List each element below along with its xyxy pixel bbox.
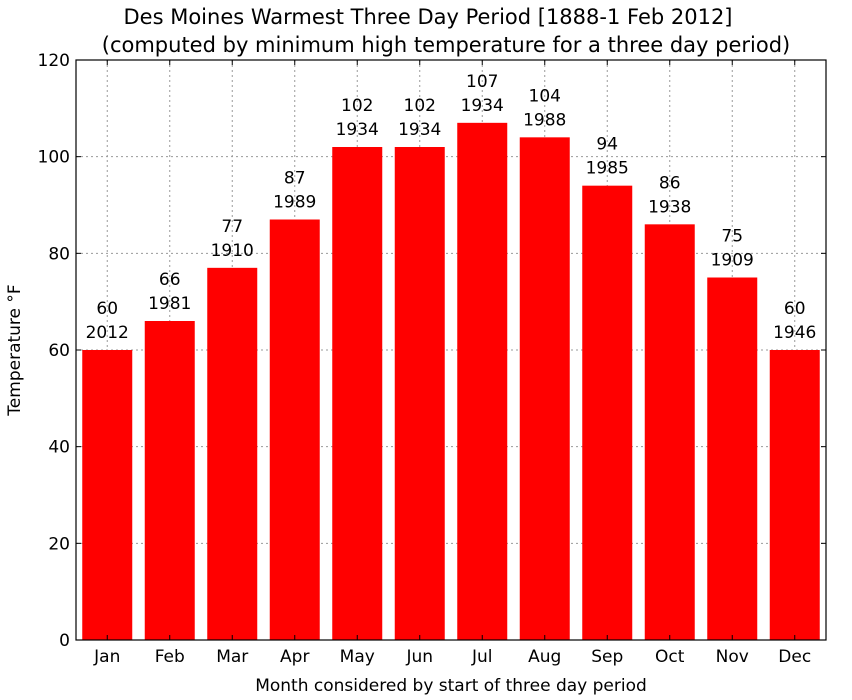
- bar-value-label: 87: [284, 169, 306, 189]
- x-tick-label: Feb: [155, 647, 185, 667]
- bar-year-label: 1988: [523, 110, 566, 130]
- bar-value-label: 107: [466, 72, 498, 92]
- bar-year-label: 1981: [148, 294, 191, 314]
- x-tick-label: Sep: [591, 647, 623, 667]
- x-tick-label: May: [340, 647, 375, 667]
- y-tick-label: 20: [48, 534, 70, 554]
- x-tick-label: Mar: [216, 647, 248, 667]
- bar-aug: [519, 137, 570, 641]
- x-tick-label: Aug: [528, 647, 561, 667]
- bar-may: [332, 147, 383, 640]
- x-tick-label: Dec: [778, 647, 811, 667]
- x-tick-label: Jan: [93, 647, 120, 667]
- x-tick-label: Nov: [716, 647, 749, 667]
- bar-jul: [457, 122, 508, 641]
- bar-nov: [707, 277, 758, 640]
- y-tick-label: 80: [48, 244, 70, 264]
- x-tick-label: Jul: [471, 647, 493, 667]
- x-tick-label: Oct: [655, 647, 685, 667]
- bar-value-label: 66: [159, 270, 181, 290]
- bar-value-label: 102: [341, 96, 373, 116]
- bar-apr: [269, 219, 320, 640]
- bar-year-label: 1934: [398, 120, 441, 140]
- bar-year-label: 1909: [711, 251, 754, 271]
- bar-value-label: 60: [96, 299, 118, 319]
- bar-year-label: 1938: [648, 197, 691, 217]
- bar-jun: [394, 147, 445, 640]
- y-tick-label: 40: [48, 438, 70, 458]
- bar-labels: 60 2012 66 1981 77 1910 87 1989 102 1934 102 1934 10…: [86, 72, 817, 343]
- bars: [82, 122, 820, 641]
- bar-year-label: 2012: [86, 323, 129, 343]
- x-axis-label: Month considered by start of three day p…: [255, 676, 647, 696]
- y-tick-label: 120: [38, 51, 70, 71]
- bar-year-label: 1934: [461, 96, 504, 116]
- bar-value-label: 77: [221, 217, 243, 237]
- bar-value-label: 86: [659, 173, 681, 193]
- y-axis-label: Temperature °F: [5, 284, 25, 416]
- bar-year-label: 1910: [211, 241, 254, 261]
- bar-value-label: 102: [404, 96, 436, 116]
- bar-jan: [82, 350, 133, 640]
- bar-value-label: 104: [529, 86, 561, 106]
- bar-sep: [582, 185, 633, 640]
- axis-ticks: Jan Feb Mar Apr May Jun Jul Aug Sep Oct Nov Dec 0 20 4…: [38, 51, 826, 667]
- bar-year-label: 1989: [273, 193, 316, 213]
- chart-subtitle: (computed by minimum high temperature fo…: [102, 33, 790, 57]
- bar-year-label: 1946: [773, 323, 816, 343]
- y-tick-label: 100: [38, 148, 70, 168]
- x-tick-label: Jun: [405, 647, 433, 667]
- bar-value-label: 94: [596, 135, 618, 155]
- bar-oct: [644, 224, 695, 641]
- bar-mar: [207, 267, 258, 640]
- bar-feb: [144, 321, 195, 640]
- bar-value-label: 75: [721, 227, 743, 247]
- bar-year-label: 1934: [336, 120, 379, 140]
- chart-title: Des Moines Warmest Three Day Period [188…: [124, 5, 733, 29]
- bar-year-label: 1985: [586, 159, 629, 179]
- x-tick-label: Apr: [280, 647, 309, 667]
- y-tick-label: 0: [59, 631, 70, 651]
- plot-frame: [75, 59, 827, 641]
- bar-value-label: 60: [784, 299, 806, 319]
- bar-dec: [769, 350, 820, 640]
- y-tick-label: 60: [48, 341, 70, 361]
